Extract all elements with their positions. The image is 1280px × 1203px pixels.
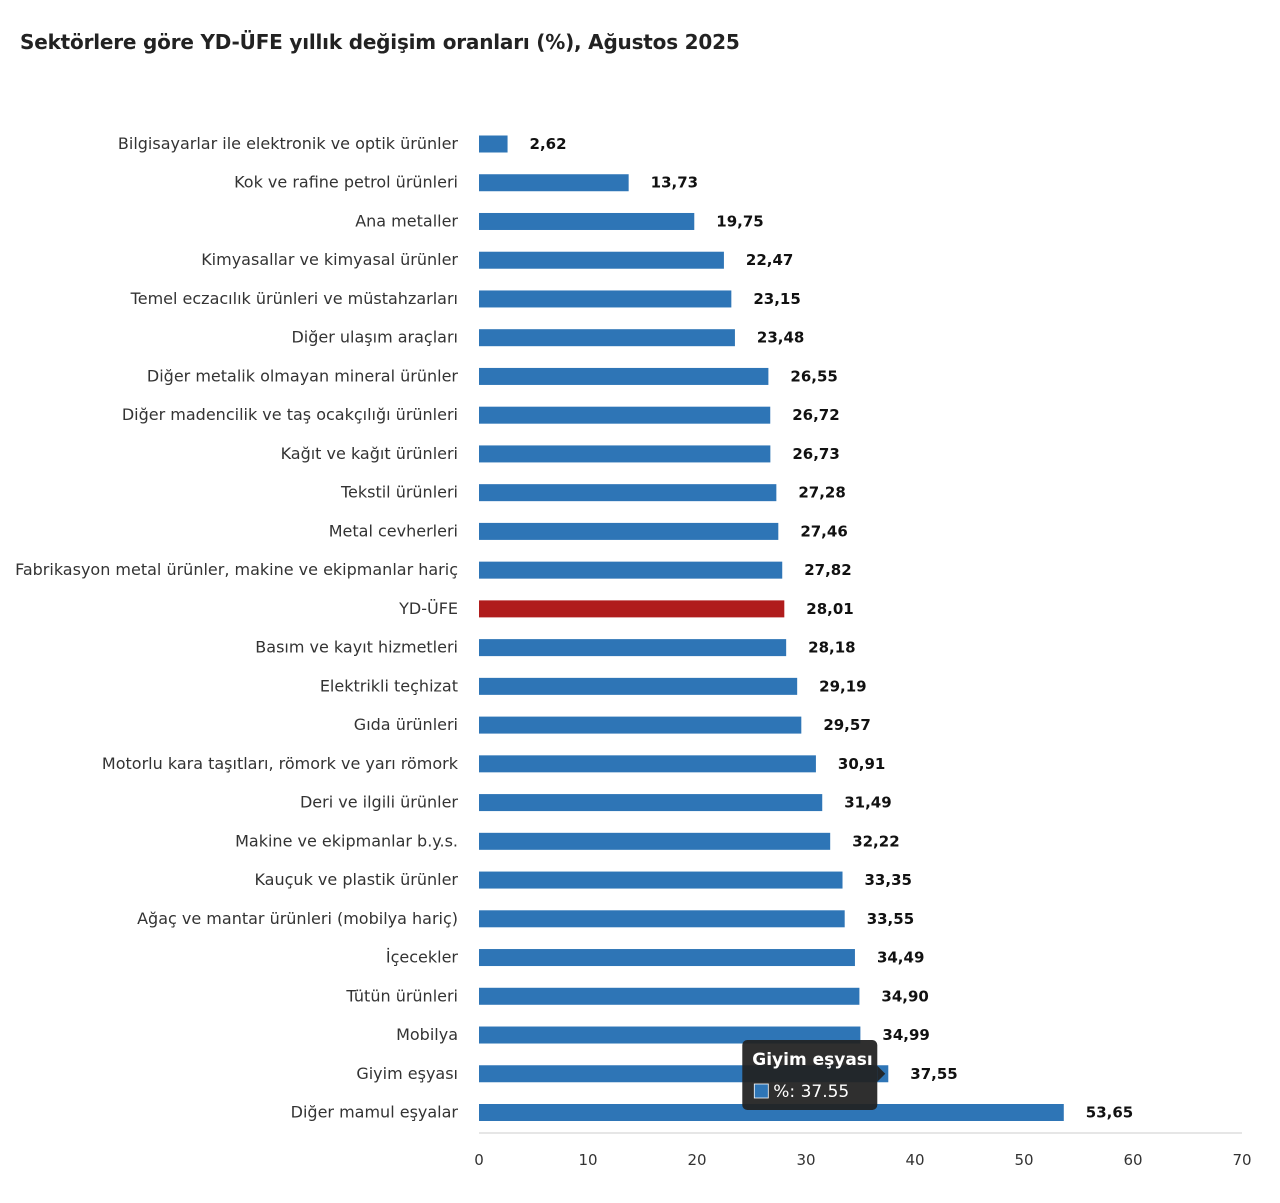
value-label-giyim-esyasi: 37,55 <box>910 1065 957 1083</box>
value-label-basim-ve-kayit-hizmetleri: 28,18 <box>808 639 855 657</box>
category-label-kimyasallar-ve-kimyasal-urunler: Kimyasallar ve kimyasal ürünler <box>201 250 458 269</box>
bar-diger-ulasim-araclari[interactable] <box>479 329 735 347</box>
value-label-tekstil-urunleri: 27,28 <box>798 484 845 502</box>
value-label-gida-urunleri: 29,57 <box>823 716 870 734</box>
category-label-tutun-urunleri: Tütün ürünleri <box>345 986 458 1005</box>
value-label-agac-ve-mantar-urunleri-mobilya-haric: 33,55 <box>867 910 914 928</box>
category-label-mobilya: Mobilya <box>396 1025 458 1044</box>
category-label-bilgisayarlar-ile-elektronik-ve-optik-urunler: Bilgisayarlar ile elektronik ve optik ür… <box>118 134 459 153</box>
value-label-diger-madencilik-ve-tas-ocakciligi-urunleri: 26,72 <box>792 406 839 424</box>
labels-layer: Bilgisayarlar ile elektronik ve optik ür… <box>15 134 1133 1122</box>
bar-diger-metalik-olmayan-mineral-urunler[interactable] <box>479 367 769 385</box>
x-tick-label: 30 <box>796 1151 815 1169</box>
category-label-kaucuk-ve-plastik-urunler: Kauçuk ve plastik ürünler <box>254 870 458 889</box>
x-axis: 0 10 20 30 40 50 60 70 <box>474 1132 1252 1169</box>
x-tick-label: 50 <box>1014 1151 1033 1169</box>
value-label-icecekler: 34,49 <box>877 949 924 967</box>
value-label-mobilya: 34,99 <box>882 1026 929 1044</box>
category-label-kagit-ve-kagit-urunleri: Kağıt ve kağıt ürünleri <box>281 444 458 463</box>
bar-yd-ufe[interactable] <box>479 600 785 618</box>
category-label-agac-ve-mantar-urunleri-mobilya-haric: Ağaç ve mantar ürünleri (mobilya hariç) <box>137 909 458 928</box>
bar-deri-ve-ilgili-urunler[interactable] <box>479 794 823 812</box>
category-label-metal-cevherleri: Metal cevherleri <box>329 521 458 540</box>
value-label-temel-eczacilik-urunleri-ve-mustahzarlari: 23,15 <box>753 290 800 308</box>
tooltip-background <box>742 1040 878 1110</box>
bar-elektrikli-techizat[interactable] <box>479 677 798 695</box>
category-label-elektrikli-techizat: Elektrikli teçhizat <box>320 676 458 695</box>
bar-fabrikasyon-metal-urunler-makine-ve-ekipmanlar-haric[interactable] <box>479 561 783 579</box>
value-label-motorlu-kara-tasitlari-romork-ve-yari-romork: 30,91 <box>838 755 885 773</box>
x-tick-label: 20 <box>687 1151 706 1169</box>
x-tick-label: 70 <box>1232 1151 1251 1169</box>
category-label-gida-urunleri: Gıda ürünleri <box>354 715 458 734</box>
tooltip-pointer <box>877 1065 886 1082</box>
tooltip-box: Giyim eşyası %: 37.55 <box>742 1040 886 1110</box>
category-label-kok-ve-rafine-petrol-urunleri: Kok ve rafine petrol ürünleri <box>234 173 458 192</box>
value-label-kaucuk-ve-plastik-urunler: 33,35 <box>865 871 912 889</box>
bar-diger-madencilik-ve-tas-ocakciligi-urunleri[interactable] <box>479 406 771 424</box>
value-label-yd-ufe: 28,01 <box>806 600 853 618</box>
tooltip: Giyim eşyası %: 37.55 <box>742 1040 886 1110</box>
category-label-makine-ve-ekipmanlar-b-y-s: Makine ve ekipmanlar b.y.s. <box>235 831 458 850</box>
bar-kimyasallar-ve-kimyasal-urunler[interactable] <box>479 251 724 269</box>
bar-gida-urunleri[interactable] <box>479 716 802 734</box>
bar-makine-ve-ekipmanlar-b-y-s[interactable] <box>479 832 831 850</box>
bar-tutun-urunleri[interactable] <box>479 987 860 1005</box>
category-label-deri-ve-ilgili-urunler: Deri ve ilgili ürünler <box>300 793 458 812</box>
value-label-diger-metalik-olmayan-mineral-urunler: 26,55 <box>790 367 837 385</box>
bar-kok-ve-rafine-petrol-urunleri[interactable] <box>479 174 629 192</box>
bar-metal-cevherleri[interactable] <box>479 522 779 540</box>
value-label-makine-ve-ekipmanlar-b-y-s: 32,22 <box>852 832 899 850</box>
bar-tekstil-urunleri[interactable] <box>479 484 777 502</box>
category-label-tekstil-urunleri: Tekstil ürünleri <box>340 483 458 502</box>
bar-kagit-ve-kagit-urunleri[interactable] <box>479 445 771 463</box>
tooltip-value: %: 37.55 <box>773 1082 849 1102</box>
value-label-deri-ve-ilgili-urunler: 31,49 <box>844 794 891 812</box>
bar-ana-metaller[interactable] <box>479 212 695 230</box>
category-label-giyim-esyasi: Giyim eşyası <box>356 1064 458 1083</box>
value-label-fabrikasyon-metal-urunler-makine-ve-ekipmanlar-haric: 27,82 <box>804 561 851 579</box>
tooltip-swatch <box>753 1083 769 1099</box>
value-label-kimyasallar-ve-kimyasal-urunler: 22,47 <box>746 251 793 269</box>
chart-title: Sektörlere göre YD-ÜFE yıllık değişim or… <box>20 30 740 54</box>
tooltip-title: Giyim eşyası <box>752 1050 872 1070</box>
category-label-yd-ufe: YD-ÜFE <box>398 599 458 618</box>
bar-basim-ve-kayit-hizmetleri[interactable] <box>479 639 787 657</box>
bar-temel-eczacilik-urunleri-ve-mustahzarlari[interactable] <box>479 290 732 308</box>
bar-icecekler[interactable] <box>479 949 855 967</box>
value-label-kagit-ve-kagit-urunleri: 26,73 <box>792 445 839 463</box>
x-tick-label: 60 <box>1123 1151 1142 1169</box>
category-label-basim-ve-kayit-hizmetleri: Basım ve kayıt hizmetleri <box>255 638 458 657</box>
category-label-diger-mamul-esyalar: Diğer mamul eşyalar <box>291 1103 459 1122</box>
value-label-metal-cevherleri: 27,46 <box>800 522 847 540</box>
category-label-fabrikasyon-metal-urunler-makine-ve-ekipmanlar-haric: Fabrikasyon metal ürünler, makine ve eki… <box>15 560 458 579</box>
x-tick-label: 40 <box>905 1151 924 1169</box>
category-label-diger-metalik-olmayan-mineral-urunler: Diğer metalik olmayan mineral ürünler <box>147 366 459 385</box>
category-label-diger-madencilik-ve-tas-ocakciligi-urunleri: Diğer madencilik ve taş ocakçılığı ürünl… <box>122 405 458 424</box>
bar-bilgisayarlar-ile-elektronik-ve-optik-urunler[interactable] <box>479 135 508 153</box>
bar-kaucuk-ve-plastik-urunler[interactable] <box>479 871 843 889</box>
value-label-diger-ulasim-araclari: 23,48 <box>757 329 804 347</box>
bar-agac-ve-mantar-urunleri-mobilya-haric[interactable] <box>479 910 845 928</box>
bar-motorlu-kara-tasitlari-romork-ve-yari-romork[interactable] <box>479 755 816 773</box>
value-label-tutun-urunleri: 34,90 <box>881 987 928 1005</box>
x-tick-label: 10 <box>578 1151 597 1169</box>
value-label-ana-metaller: 19,75 <box>716 212 763 230</box>
bar-diger-mamul-esyalar[interactable] <box>479 1104 1064 1121</box>
category-label-ana-metaller: Ana metaller <box>355 211 458 230</box>
category-label-temel-eczacilik-urunleri-ve-mustahzarlari: Temel eczacılık ürünleri ve müstahzarlar… <box>130 289 458 308</box>
category-label-diger-ulasim-araclari: Diğer ulaşım araçları <box>291 328 458 347</box>
value-label-bilgisayarlar-ile-elektronik-ve-optik-urunler: 2,62 <box>530 135 567 153</box>
category-label-icecekler: İçecekler <box>386 948 459 967</box>
x-tick-label: 0 <box>474 1151 484 1169</box>
value-label-elektrikli-techizat: 29,19 <box>819 677 866 695</box>
value-label-kok-ve-rafine-petrol-urunleri: 13,73 <box>651 174 698 192</box>
bar-mobilya[interactable] <box>479 1026 861 1044</box>
category-label-motorlu-kara-tasitlari-romork-ve-yari-romork: Motorlu kara taşıtları, römork ve yarı r… <box>102 754 459 773</box>
bars-layer <box>479 135 1064 1121</box>
value-label-diger-mamul-esyalar: 53,65 <box>1086 1104 1133 1122</box>
